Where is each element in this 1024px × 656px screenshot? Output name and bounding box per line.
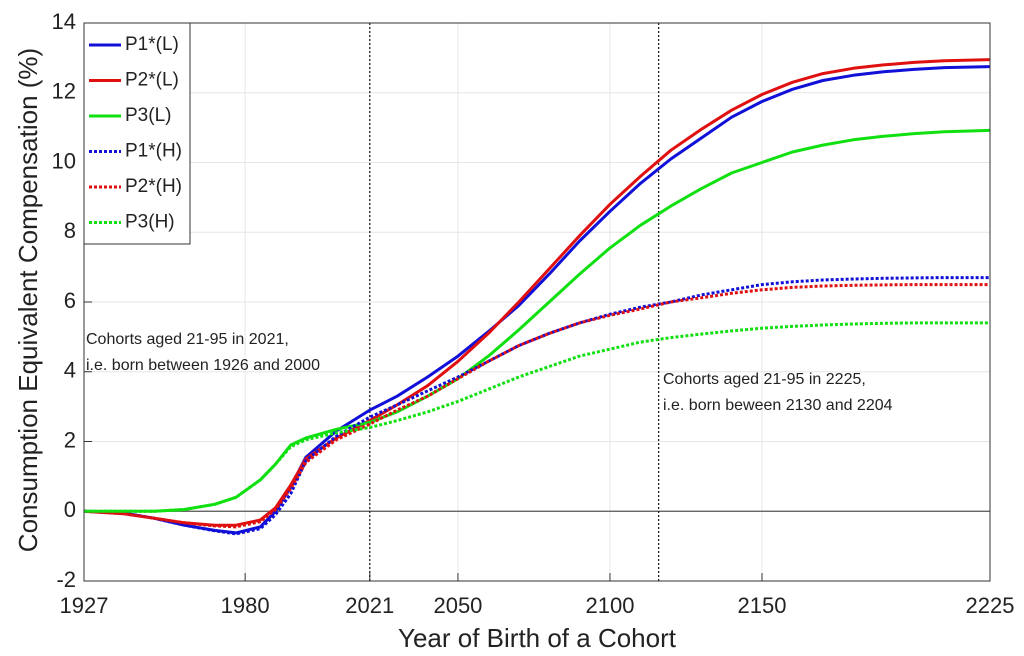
annotation: Cohorts aged 21-95 in 2021, <box>86 331 289 348</box>
x-tick-label: 2050 <box>433 593 482 618</box>
x-tick-label: 2150 <box>738 593 787 618</box>
legend-label: P3(H) <box>125 212 175 233</box>
series-line <box>83 58 991 527</box>
plot-frame <box>83 22 991 582</box>
y-axis-label: Consumption Equivalent Compensation (%) <box>13 48 43 552</box>
x-tick-label: 2100 <box>585 593 634 618</box>
y-tick-label: 8 <box>64 218 76 243</box>
annotation: Cohorts aged 21-95 in 2225, <box>663 371 866 388</box>
legend-label: P1*(H) <box>125 141 182 162</box>
y-tick-label: 6 <box>64 288 76 313</box>
y-tick-label: 0 <box>64 497 76 522</box>
series-line <box>83 276 990 536</box>
legend-label: P2*(H) <box>125 176 182 197</box>
y-tick-label: 14 <box>52 9 76 34</box>
x-tick-label: 1980 <box>221 593 270 618</box>
x-tick-label: 2021 <box>345 593 394 618</box>
annotation: i.e. born between 1926 and 2000 <box>86 357 320 374</box>
y-tick-label: 10 <box>52 148 76 173</box>
annotation: i.e. born beween 2130 and 2204 <box>663 397 893 414</box>
series-line <box>84 128 991 513</box>
series-line <box>83 283 990 529</box>
y-tick-label: 2 <box>64 427 76 452</box>
series-line <box>84 321 990 513</box>
x-tick-label: 1927 <box>60 593 109 618</box>
y-tick-label: -2 <box>56 567 76 592</box>
legend-label: P1*(L) <box>125 34 179 55</box>
x-tick-label: 2225 <box>966 593 1015 618</box>
legend-label: P3(L) <box>125 105 171 126</box>
legend-box <box>83 22 191 245</box>
y-tick-label: 12 <box>52 79 76 104</box>
x-axis-label: Year of Birth of a Cohort <box>398 623 677 653</box>
legend-label: P2*(L) <box>125 70 179 91</box>
y-tick-label: 4 <box>64 358 76 383</box>
